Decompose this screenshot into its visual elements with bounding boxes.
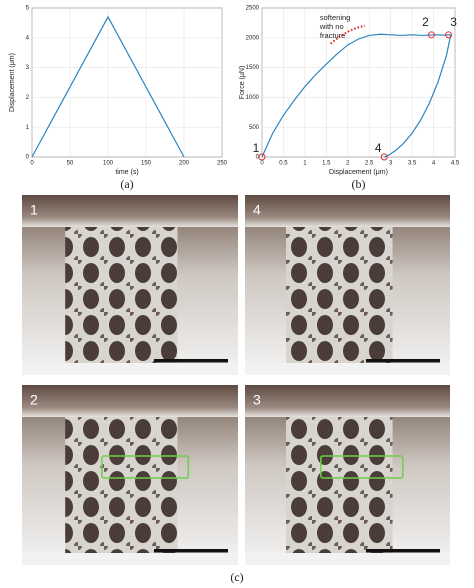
y-tick-label: 2000: [246, 35, 260, 41]
caption: (b): [352, 177, 366, 191]
platen: [22, 195, 238, 227]
annotation-arrow: [329, 24, 366, 45]
panel-label: 1: [30, 202, 38, 218]
lattice: [65, 415, 178, 553]
x-tick-label: 1.5: [322, 161, 331, 167]
x-tick-label: 150: [141, 161, 152, 167]
x-axis-label: time (s): [115, 169, 138, 176]
panel-label: 2: [30, 392, 38, 408]
marker-label: 1: [253, 141, 260, 155]
ground: [245, 553, 450, 565]
y-tick-label: 2: [26, 95, 30, 101]
x-tick-label: 3: [389, 161, 393, 167]
data-line: [384, 34, 452, 158]
x-axis-label: Displacement (μm): [329, 169, 388, 176]
y-tick-label: 5: [26, 6, 30, 12]
x-tick-label: 250: [217, 161, 228, 167]
x-tick-label: 3.5: [408, 161, 417, 167]
ground: [245, 363, 450, 375]
y-axis-label: Displacement (μm): [9, 53, 16, 112]
y-tick-label: 4: [26, 35, 30, 41]
panel-label: 3: [253, 392, 261, 408]
platen: [245, 385, 450, 417]
y-tick-label: 3: [26, 65, 30, 71]
x-tick-label: 2.5: [365, 161, 374, 167]
x-tick-label: 200: [179, 161, 190, 167]
y-tick-label: 2500: [246, 6, 260, 12]
x-tick-label: 1: [303, 161, 307, 167]
scale-bar: [154, 549, 228, 553]
y-tick-label: 500: [249, 125, 260, 131]
data-line: [261, 33, 451, 158]
photo-panel: 3: [245, 385, 450, 565]
lattice: [65, 225, 178, 363]
x-tick-label: 4.5: [451, 161, 460, 167]
x-tick-label: 50: [67, 161, 74, 167]
x-tick-label: 0.5: [279, 161, 288, 167]
highlight-box: [320, 455, 404, 479]
plot-area: [261, 7, 456, 158]
y-tick-label: 1000: [246, 95, 260, 101]
annotation: softening: [320, 13, 350, 22]
platen: [22, 385, 238, 417]
scale-bar: [366, 549, 440, 553]
photo-panel: 2: [22, 385, 238, 565]
marker: [445, 31, 453, 39]
annotation: fracture: [320, 31, 345, 40]
marker-label: 2: [422, 15, 429, 29]
lattice: [286, 225, 393, 363]
x-tick-label: 0: [260, 161, 264, 167]
caption: (a): [120, 177, 133, 191]
marker-label: 3: [450, 15, 457, 29]
marker: [258, 153, 266, 161]
highlight-box: [101, 455, 190, 479]
plot-area: [31, 7, 223, 158]
x-tick-label: 0: [30, 161, 34, 167]
caption: (c): [230, 570, 243, 584]
scale-bar: [366, 359, 440, 363]
panel-label: 4: [253, 202, 261, 218]
scale-bar: [154, 359, 228, 363]
data-line: [31, 15, 185, 158]
marker: [380, 153, 388, 161]
annotation: with no: [319, 22, 344, 31]
x-tick-label: 2: [346, 161, 350, 167]
photo-panel: 4: [245, 195, 450, 375]
y-tick-label: 1500: [246, 65, 260, 71]
marker: [427, 31, 435, 39]
photo-panel: 1: [22, 195, 238, 375]
ground: [22, 553, 238, 565]
y-tick-label: 0: [256, 155, 260, 161]
marker-label: 4: [375, 141, 382, 155]
y-axis-label: Force (μN): [239, 66, 246, 100]
platen: [245, 195, 450, 227]
y-tick-label: 0: [26, 155, 30, 161]
lattice: [286, 415, 393, 553]
x-tick-label: 4: [432, 161, 436, 167]
ground: [22, 363, 238, 375]
y-tick-label: 1: [26, 125, 30, 131]
x-tick-label: 100: [103, 161, 114, 167]
